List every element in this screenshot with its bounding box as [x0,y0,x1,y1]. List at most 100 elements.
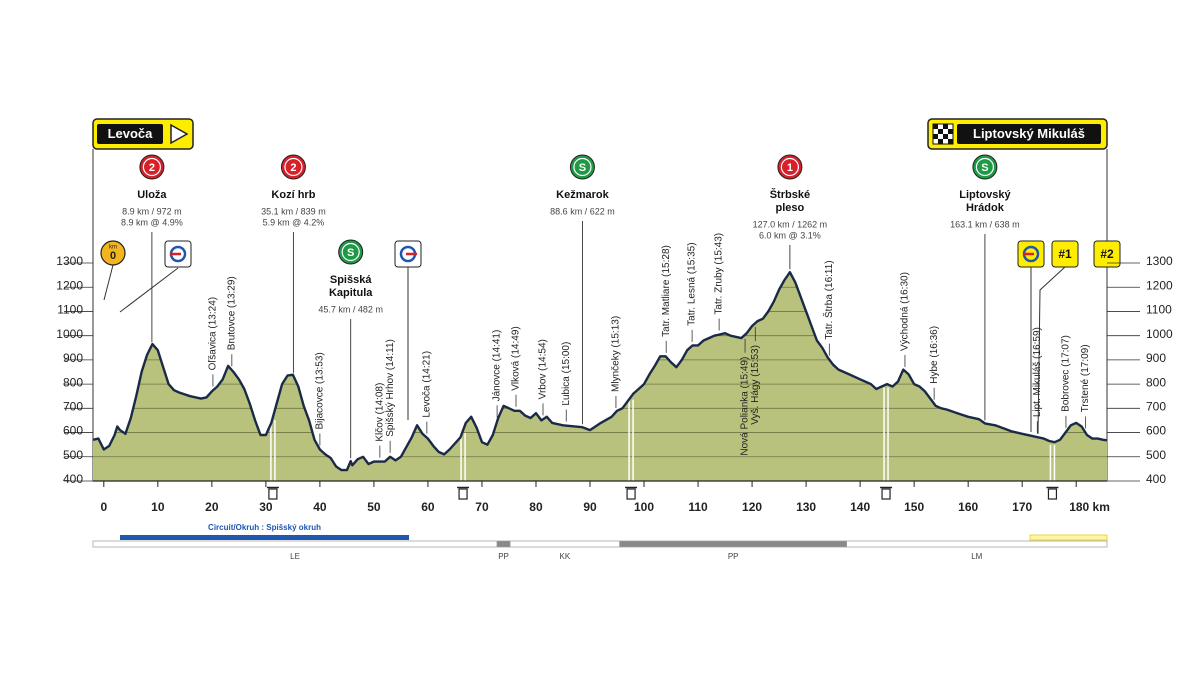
sprint-badge: #2 [1093,240,1121,268]
bin-body [1047,488,1058,500]
zone-label: PP [728,552,739,561]
y2-tick-label: 1000 [1146,327,1173,341]
climb-name: Spišská [330,274,372,286]
y2-tick-label: 600 [1146,424,1166,438]
waypoint-label: Nová Polianka (15:49) [740,357,751,456]
waypoint-label: Oľšavica (13:24) [208,297,219,371]
sprint-label: #1 [1058,247,1072,261]
x-tick-label: 40 [313,500,327,514]
climb-info: 163.1 km / 638 m [950,219,1020,229]
feed-zone-icon [457,486,470,500]
y2-tick-label: 1300 [1146,254,1173,268]
badge-ring [284,157,303,177]
climb-badge: 2 [139,154,165,180]
x-tick-label: 140 [850,500,870,514]
bin-body [626,488,636,500]
zone-label: PP [498,552,509,561]
climb-badge: S [972,154,998,180]
y-tick-label: 700 [63,400,83,414]
circuit-finish-icon [1017,240,1045,268]
feed-zone-icon [1046,486,1059,500]
badge-ring [780,157,799,177]
x-tick-label: 10 [151,500,165,514]
sprint-badge: #1 [1051,240,1079,268]
badge-label: S [579,162,586,174]
waypoint-label: Lipt. Mikuláš (16:59) [1032,327,1043,417]
km0-badge: km 0 [100,240,126,266]
climb-name: Hrádok [966,202,1005,214]
waypoint-label: Klčov (14:08) [374,383,385,442]
waypoint-label: Tatr. Matliare (15:28) [661,245,672,337]
x-tick-label: 90 [583,500,597,514]
y2-tick-label: 1100 [1146,303,1172,317]
climb-info: 45.7 km / 482 m [318,304,383,314]
climb-info: 88.6 km / 622 m [550,206,615,216]
y2-tick-label: 500 [1146,448,1166,462]
start-label: Levoča [108,126,154,141]
feed-zone-icon [266,486,279,500]
climb-name: Liptovský [959,189,1011,201]
km0-pointer [103,264,114,301]
waypoint-label: Tatr. Zruby (15:43) [714,233,725,315]
climb-name: Kozí hrb [271,189,315,201]
bin-body [881,488,891,500]
km0-unit: km [109,245,117,251]
waypoint-label: Východná (16:30) [900,272,911,351]
zone-label: LE [290,552,300,561]
y-tick-label: 600 [63,424,83,438]
feed-zone-icon [625,486,638,500]
bin-body [268,488,278,500]
climb-info: 5.9 km @ 4.2% [263,217,325,227]
climb-info: 6.0 km @ 3.1% [759,230,821,240]
zone-segment [509,540,621,548]
y-tick-label: 900 [63,351,83,365]
x-tick-label: 0 [100,500,107,514]
climb-badge: S [338,239,364,265]
y2-tick-label: 700 [1146,400,1166,414]
circuit-icon [394,240,422,268]
x-tick-label: 50 [367,500,381,514]
y2-tick-label: 800 [1146,375,1166,389]
sprint-pointer [1037,266,1066,435]
badge-label: 2 [149,162,155,174]
x-tick-label: 130 [796,500,816,514]
climb-info: 8.9 km / 972 m [122,206,182,216]
x-tick-label: 120 [742,500,762,514]
waypoint-label: Ľubica (15:00) [561,342,572,406]
climb-info: 35.1 km / 839 m [261,206,326,216]
badge-label: 2 [290,162,296,174]
finish-label: Liptovský Mikuláš [973,126,1085,141]
waypoint-label: Bobrovec (17:07) [1061,335,1072,412]
circuit-label: Circuit/Okruh : Spišský okruh [208,523,321,532]
waypoint-label: Tatr. Štrba (16:11) [822,260,835,339]
y-tick-label: 500 [63,448,83,462]
badge-ring [975,157,995,177]
climb-name: Kežmarok [556,189,609,201]
x-tick-label: 20 [205,500,219,514]
waypoint-label: Vyš. Hágy (15:53) [750,345,761,425]
climb-name: Kapitula [329,287,373,299]
x-tick-label: 180 km [1069,500,1110,514]
feed-zone-icon [880,486,893,500]
climb-badge: 2 [280,154,306,180]
x-tick-label: 60 [421,500,435,514]
y-tick-label: 1100 [57,303,83,317]
climb-info: 8.9 km @ 4.9% [121,217,183,227]
waypoint-label: Jánovce (14:41) [492,330,503,402]
y2-tick-label: 400 [1146,472,1166,486]
climb-info: 127.0 km / 1262 m [753,219,828,229]
zone-segment [496,540,511,548]
climb-badge: 1 [777,154,803,180]
circuit-bar [120,535,410,540]
badge-label: 1 [787,162,793,174]
badge-ring [573,157,592,177]
finish-box: Liptovský Mikuláš [927,118,1108,150]
y2-tick-label: 900 [1146,351,1166,365]
waypoint-label: Spišský Hrhov (14:11) [385,339,396,437]
sprint-label: #2 [1100,247,1114,261]
zone-segment [92,540,498,548]
waypoint-label: Bijacovce (13:53) [315,352,326,429]
badge-label: S [981,162,988,174]
y-tick-label: 1200 [56,278,83,292]
badge-ring [341,242,360,262]
